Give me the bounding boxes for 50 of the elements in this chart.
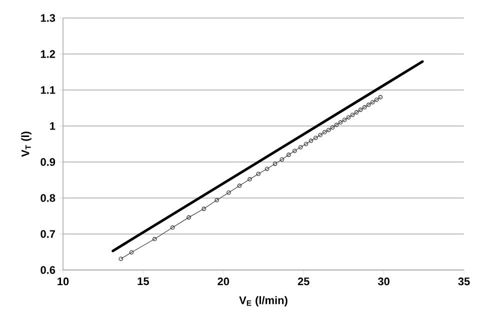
point: [308, 138, 314, 143]
y-axis-title: V$_{T}$ (l): [21, 132, 32, 157]
point: [350, 112, 355, 117]
y-tick-label: 0.8: [40, 194, 56, 202]
point: [334, 122, 339, 128]
point: [370, 100, 375, 104]
point: [286, 152, 291, 157]
point: [186, 215, 191, 220]
point: [346, 115, 351, 120]
point: [248, 177, 252, 182]
point: [338, 120, 343, 125]
point: [342, 118, 347, 122]
y-tick-label: 1.2: [40, 50, 56, 58]
point: [354, 110, 359, 114]
y-tick-label: 0.9: [40, 158, 56, 166]
point: [358, 108, 363, 112]
x-tick-label: 15: [138, 278, 149, 286]
point: [374, 98, 379, 102]
x-axis-title: V$_{E}$ (l/min): [239, 296, 288, 306]
y-tick-label: 0.7: [40, 230, 55, 238]
point: [330, 125, 335, 130]
point: [256, 172, 261, 176]
point: [362, 105, 367, 110]
point: [318, 132, 322, 138]
point: [280, 157, 284, 162]
point: [298, 145, 303, 150]
point: [366, 102, 371, 107]
y-tick-label: 1.1: [40, 86, 56, 94]
y-tick-label: 1.3: [40, 14, 56, 22]
point: [326, 128, 331, 132]
x-tick-label: 30: [378, 278, 390, 286]
point: [292, 148, 297, 153]
x-tick-label: 20: [218, 278, 230, 286]
point: [170, 225, 175, 230]
y-tick-label: 1: [50, 122, 56, 130]
point: [214, 198, 219, 202]
point: [226, 190, 231, 195]
x-tick-label: 25: [298, 278, 310, 286]
point: [313, 136, 318, 140]
point: [129, 250, 134, 254]
x-tick-label: 35: [458, 278, 470, 286]
point: [272, 162, 278, 166]
point: [322, 130, 327, 134]
point: [237, 184, 242, 188]
x-tick-label: 10: [58, 278, 69, 286]
point: [264, 166, 270, 171]
point: [152, 236, 157, 242]
y-tick-label: 0.6: [40, 266, 56, 274]
point: [202, 206, 206, 211]
point: [304, 142, 308, 146]
